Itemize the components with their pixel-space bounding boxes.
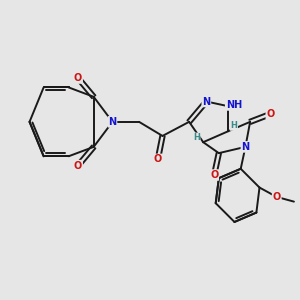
Text: O: O — [74, 73, 82, 83]
Text: O: O — [74, 160, 82, 171]
Text: H: H — [193, 133, 200, 142]
Text: NH: NH — [226, 100, 242, 110]
Text: N: N — [108, 117, 116, 127]
Text: H: H — [230, 121, 237, 130]
Text: O: O — [273, 192, 281, 202]
Text: O: O — [154, 154, 162, 164]
Text: O: O — [266, 109, 274, 119]
Text: N: N — [242, 142, 250, 152]
Text: O: O — [210, 170, 218, 180]
Text: N: N — [202, 97, 210, 106]
